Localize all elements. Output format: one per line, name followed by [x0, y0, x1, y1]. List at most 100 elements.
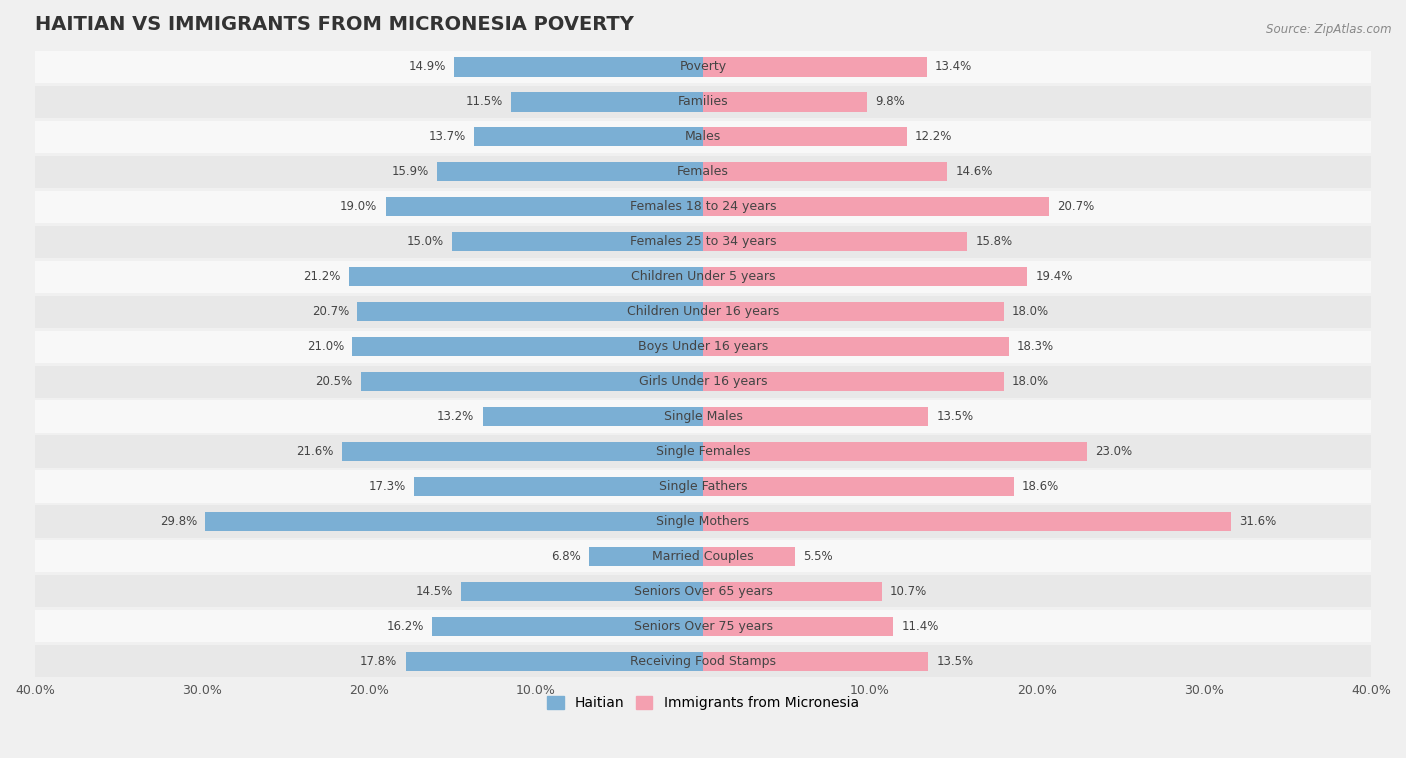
- Bar: [360, 372, 703, 391]
- Text: 13.5%: 13.5%: [936, 655, 974, 668]
- Bar: [35, 296, 1371, 327]
- Bar: [205, 512, 703, 531]
- Bar: [35, 365, 1371, 398]
- Bar: [703, 58, 927, 77]
- Bar: [35, 540, 1371, 572]
- Text: 13.7%: 13.7%: [429, 130, 465, 143]
- Bar: [35, 400, 1371, 433]
- Bar: [703, 442, 1087, 461]
- Bar: [703, 652, 928, 671]
- Bar: [35, 86, 1371, 118]
- Bar: [703, 477, 1014, 496]
- Bar: [35, 435, 1371, 468]
- Bar: [453, 232, 703, 252]
- Bar: [703, 267, 1026, 287]
- Text: Married Couples: Married Couples: [652, 550, 754, 563]
- Text: 11.5%: 11.5%: [465, 96, 502, 108]
- Text: Single Fathers: Single Fathers: [659, 480, 747, 493]
- Bar: [35, 645, 1371, 678]
- Bar: [35, 226, 1371, 258]
- Text: Seniors Over 75 years: Seniors Over 75 years: [634, 620, 772, 633]
- Bar: [353, 337, 703, 356]
- Text: 10.7%: 10.7%: [890, 585, 928, 598]
- Bar: [510, 92, 703, 111]
- Text: Boys Under 16 years: Boys Under 16 years: [638, 340, 768, 353]
- Text: 20.7%: 20.7%: [1057, 200, 1094, 213]
- Text: 19.0%: 19.0%: [340, 200, 377, 213]
- Bar: [342, 442, 703, 461]
- Bar: [703, 512, 1230, 531]
- Text: 15.9%: 15.9%: [392, 165, 429, 178]
- Text: HAITIAN VS IMMIGRANTS FROM MICRONESIA POVERTY: HAITIAN VS IMMIGRANTS FROM MICRONESIA PO…: [35, 15, 634, 34]
- Text: 5.5%: 5.5%: [803, 550, 832, 563]
- Bar: [482, 407, 703, 426]
- Bar: [589, 547, 703, 566]
- Bar: [35, 610, 1371, 643]
- Bar: [35, 506, 1371, 537]
- Bar: [35, 191, 1371, 223]
- Bar: [406, 652, 703, 671]
- Text: Single Mothers: Single Mothers: [657, 515, 749, 528]
- Text: Families: Families: [678, 96, 728, 108]
- Text: Children Under 16 years: Children Under 16 years: [627, 305, 779, 318]
- Text: 13.5%: 13.5%: [936, 410, 974, 423]
- Bar: [454, 58, 703, 77]
- Text: Source: ZipAtlas.com: Source: ZipAtlas.com: [1267, 23, 1392, 36]
- Text: 9.8%: 9.8%: [875, 96, 905, 108]
- Text: Single Females: Single Females: [655, 445, 751, 458]
- Text: Children Under 5 years: Children Under 5 years: [631, 270, 775, 283]
- Text: 21.6%: 21.6%: [297, 445, 333, 458]
- Text: 20.7%: 20.7%: [312, 305, 349, 318]
- Legend: Haitian, Immigrants from Micronesia: Haitian, Immigrants from Micronesia: [541, 691, 865, 716]
- Bar: [703, 127, 907, 146]
- Bar: [703, 92, 866, 111]
- Bar: [703, 407, 928, 426]
- Bar: [35, 575, 1371, 607]
- Text: 13.4%: 13.4%: [935, 61, 973, 74]
- Text: 18.6%: 18.6%: [1022, 480, 1059, 493]
- Text: 15.0%: 15.0%: [406, 235, 444, 248]
- Bar: [35, 155, 1371, 188]
- Text: 12.2%: 12.2%: [915, 130, 952, 143]
- Text: Poverty: Poverty: [679, 61, 727, 74]
- Bar: [703, 547, 794, 566]
- Bar: [703, 617, 893, 636]
- Text: Girls Under 16 years: Girls Under 16 years: [638, 375, 768, 388]
- Text: 23.0%: 23.0%: [1095, 445, 1133, 458]
- Text: 20.5%: 20.5%: [315, 375, 353, 388]
- Text: Females 18 to 24 years: Females 18 to 24 years: [630, 200, 776, 213]
- Bar: [437, 162, 703, 181]
- Bar: [703, 372, 1004, 391]
- Bar: [703, 581, 882, 601]
- Text: 29.8%: 29.8%: [160, 515, 197, 528]
- Bar: [35, 471, 1371, 503]
- Text: Single Males: Single Males: [664, 410, 742, 423]
- Text: Females 25 to 34 years: Females 25 to 34 years: [630, 235, 776, 248]
- Text: 17.3%: 17.3%: [368, 480, 406, 493]
- Text: Receiving Food Stamps: Receiving Food Stamps: [630, 655, 776, 668]
- Text: Males: Males: [685, 130, 721, 143]
- Bar: [35, 51, 1371, 83]
- Text: 15.8%: 15.8%: [976, 235, 1012, 248]
- Bar: [35, 330, 1371, 363]
- Text: 14.5%: 14.5%: [415, 585, 453, 598]
- Text: 17.8%: 17.8%: [360, 655, 398, 668]
- Bar: [703, 232, 967, 252]
- Bar: [703, 162, 946, 181]
- Text: 31.6%: 31.6%: [1239, 515, 1277, 528]
- Text: 19.4%: 19.4%: [1035, 270, 1073, 283]
- Text: 16.2%: 16.2%: [387, 620, 425, 633]
- Bar: [35, 261, 1371, 293]
- Bar: [703, 302, 1004, 321]
- Text: 11.4%: 11.4%: [901, 620, 939, 633]
- Text: 14.6%: 14.6%: [955, 165, 993, 178]
- Bar: [385, 197, 703, 216]
- Text: 6.8%: 6.8%: [551, 550, 581, 563]
- Text: 14.9%: 14.9%: [408, 61, 446, 74]
- Bar: [35, 121, 1371, 153]
- Bar: [413, 477, 703, 496]
- Bar: [703, 337, 1008, 356]
- Bar: [433, 617, 703, 636]
- Text: 21.2%: 21.2%: [304, 270, 340, 283]
- Bar: [357, 302, 703, 321]
